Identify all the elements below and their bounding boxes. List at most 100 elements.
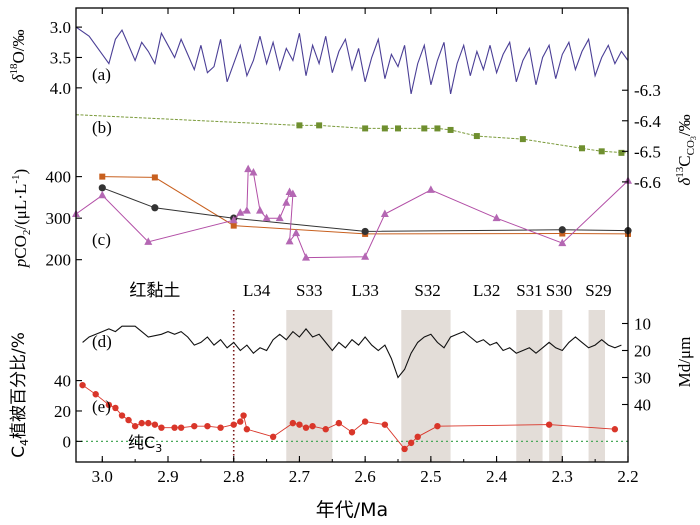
- d13c-point-1: [316, 122, 323, 129]
- panel-e-c4-percentage: (e) 纯C3: [76, 381, 628, 455]
- pco2-tick-label-1: 300: [46, 209, 72, 228]
- c4-point-18: [240, 412, 247, 419]
- c4-point-16: [230, 421, 237, 428]
- pco2-point-0-4: [559, 230, 566, 237]
- panel-a-d18o: (a): [75, 26, 629, 95]
- c4-point-32: [414, 433, 421, 441]
- stratigraphic-labels: 红黏土 L34 S33 L33 S32 L32 S31 S30 S29: [129, 281, 611, 301]
- md-tick-label-0: 10: [634, 315, 651, 334]
- pco2-point-2-19: [426, 185, 435, 193]
- pco2-point-2-20: [492, 213, 501, 222]
- panel-b-label: (b): [92, 118, 112, 137]
- pco2-point-0-1: [151, 174, 158, 181]
- pco2-series-line-1: [102, 187, 629, 232]
- d18o-tick-label-2: 4.0: [50, 79, 71, 98]
- grain-size-line: [82, 325, 622, 379]
- pco2-point-2-7: [249, 167, 258, 176]
- x-axis-title: 年代/Ma: [316, 499, 388, 521]
- pco2-point-1-1: [151, 204, 159, 212]
- c4-point-34: [545, 421, 553, 428]
- d13c-point-0: [296, 122, 303, 129]
- md-tick-label-3: 40: [634, 396, 651, 415]
- paleosol-band-1: [401, 310, 451, 462]
- strat-unit-3: L33: [351, 281, 378, 300]
- pco2-point-2-14: [285, 236, 294, 245]
- c4-point-0: [79, 381, 86, 389]
- c4-point-17: [237, 418, 244, 425]
- strat-unit-8: S29: [585, 281, 611, 300]
- pco2-point-2-21: [558, 238, 567, 247]
- c4-point-25: [322, 426, 329, 433]
- pco2-point-2-17: [361, 252, 370, 260]
- c4-point-12: [177, 424, 185, 431]
- paleosol-shading: [232, 310, 605, 462]
- c4-point-3: [112, 404, 119, 412]
- d13c-point-6: [434, 125, 441, 132]
- pco2-point-2-11: [282, 198, 291, 206]
- c4-point-11: [171, 424, 178, 431]
- c4-point-13: [191, 422, 198, 430]
- pco2-point-1-3: [361, 227, 369, 236]
- panel-c-label: (c): [92, 230, 111, 249]
- d18o-tick-label-1: 3.5: [50, 48, 71, 67]
- c4-tick-label-0: 0: [63, 432, 72, 451]
- c4-point-22: [296, 421, 303, 428]
- d13c-point-2: [362, 125, 369, 132]
- d13c-point-3: [381, 125, 388, 132]
- x-tick-label-0: 3.0: [92, 467, 113, 486]
- d13c-point-10: [579, 145, 585, 152]
- paleosol-band-3: [549, 310, 563, 462]
- pco2-tick-label-2: 400: [46, 168, 72, 187]
- c4-axis-title: C4植被百分比/%: [9, 332, 31, 458]
- pco2-point-2-15: [292, 228, 301, 237]
- md-axis-title: Md/μm: [675, 337, 694, 388]
- strat-unit-5: L32: [473, 281, 500, 300]
- x-tick-label-3: 2.7: [289, 467, 311, 486]
- panel-c-pco2: (c): [72, 164, 632, 261]
- x-tick-label-1: 2.9: [157, 467, 178, 486]
- strat-unit-2: S33: [296, 281, 322, 300]
- d13c-point-12: [618, 149, 625, 156]
- c4-point-10: [158, 424, 165, 431]
- c3-label: 纯C3: [128, 433, 162, 455]
- pco2-point-2-4: [236, 208, 245, 216]
- d13c-tick-label-1: -6.4: [634, 112, 661, 131]
- pco2-point-0-0: [99, 173, 106, 180]
- pco2-point-2-3: [229, 215, 238, 224]
- c4-point-29: [381, 421, 389, 428]
- d13c-tick-label-3: -6.6: [634, 173, 661, 192]
- pco2-point-2-18: [380, 209, 389, 217]
- c4-point-19: [243, 426, 251, 433]
- c4-point-33: [434, 422, 441, 430]
- pco2-point-2-16: [302, 253, 310, 261]
- panel-d-label: (d): [92, 332, 112, 351]
- x-tick-label-8: 2.2: [617, 467, 638, 486]
- d18o-tick-label-0: 3.0: [50, 18, 71, 37]
- pco2-point-2-2: [144, 237, 153, 245]
- strat-unit-4: S32: [414, 281, 440, 300]
- d13c-point-11: [598, 148, 605, 155]
- c4-point-8: [145, 419, 152, 427]
- d13c-point-7: [447, 126, 454, 133]
- strat-unit-6: S31: [516, 281, 542, 300]
- c4-point-15: [217, 424, 224, 431]
- d13c-point-9: [519, 136, 526, 143]
- c4-point-21: [289, 419, 297, 427]
- d18o-axis-title: δ18O/‰: [8, 30, 28, 83]
- panel-e-label: (e): [92, 397, 111, 416]
- c4-point-20: [269, 433, 277, 441]
- pco2-point-1-4: [558, 226, 566, 234]
- c4-point-35: [611, 426, 619, 433]
- d13c-point-5: [421, 125, 428, 132]
- c4-point-4: [118, 412, 126, 419]
- pco2-point-2-10: [275, 213, 284, 222]
- c4-point-28: [361, 418, 369, 425]
- x-tick-label-2: 2.8: [223, 467, 244, 486]
- plot-frame: [75, 7, 629, 463]
- c4-tick-label-2: 40: [54, 372, 71, 391]
- c4-point-24: [309, 422, 316, 430]
- pco2-series-line-2: [75, 168, 629, 259]
- d13c-point-4: [395, 125, 401, 132]
- pco2-axis-title: pCO2/(μL·L-1): [10, 169, 33, 268]
- pco2-point-2-8: [256, 206, 264, 214]
